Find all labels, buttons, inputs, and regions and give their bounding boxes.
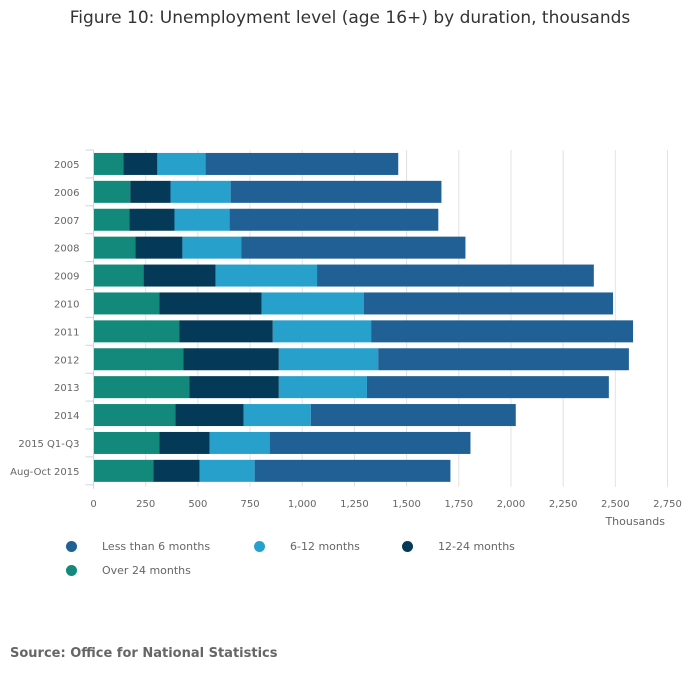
bar-12-24-months-2014 [175, 404, 244, 427]
legend-dot-icon [66, 541, 77, 552]
bar-less-than-6-months-2015-q1-q3 [269, 431, 471, 454]
bar-over-24-months-2011 [93, 320, 180, 343]
y-category-label: 2007 [54, 216, 79, 227]
bar-less-than-6-months-2010 [364, 292, 614, 315]
y-category-label: 2012 [54, 355, 79, 366]
y-category-label: Aug-Oct 2015 [10, 467, 79, 478]
bar-less-than-6-months-2007 [229, 208, 439, 231]
bar-over-24-months-2006 [93, 180, 131, 203]
bar-less-than-6-months-2009 [317, 264, 594, 287]
bar-over-24-months-2013 [93, 376, 190, 399]
bar-less-than-6-months-2005 [205, 152, 399, 175]
x-tick-label: 1,000 [288, 499, 317, 510]
y-category-label: 2011 [54, 327, 79, 338]
bar-12-24-months-aug-oct-2015 [153, 459, 200, 482]
x-tick-label: 500 [188, 499, 207, 510]
legend-label: Less than 6 months [102, 540, 211, 553]
bar-6-12-months-2012 [278, 348, 379, 371]
bar-over-24-months-2010 [93, 292, 160, 315]
bar-less-than-6-months-aug-oct-2015 [254, 459, 451, 482]
bar-6-12-months-2005 [157, 152, 206, 175]
x-tick-label: 2,750 [653, 499, 682, 510]
bar-less-than-6-months-2011 [371, 320, 634, 343]
y-category-label: 2008 [54, 244, 79, 255]
x-axis: 0 250 500 750 1,000 1,250 1,500 1,750 2,000 2,250… [90, 499, 682, 510]
bar-12-24-months-2006 [130, 180, 171, 203]
bar-over-24-months-2008 [93, 236, 136, 259]
bars [93, 152, 634, 482]
bar-12-24-months-2013 [189, 376, 279, 399]
x-tick-label: 2,250 [549, 499, 578, 510]
x-tick-label: 2,500 [601, 499, 630, 510]
y-category-label: 2009 [54, 272, 79, 283]
bar-less-than-6-months-2014 [310, 404, 516, 427]
x-tick-label: 1,250 [340, 499, 369, 510]
x-axis-title: Thousands [604, 515, 665, 528]
y-category-label: 2006 [54, 188, 79, 199]
bar-6-12-months-2015-q1-q3 [209, 431, 270, 454]
legend-label: Over 24 months [102, 564, 191, 577]
bar-6-12-months-2009 [215, 264, 318, 287]
bar-12-24-months-2009 [143, 264, 216, 287]
y-category-label: 2005 [54, 160, 79, 171]
bar-over-24-months-2005 [93, 152, 124, 175]
x-tick-label: 0 [90, 499, 96, 510]
bar-12-24-months-2012 [183, 348, 279, 371]
legend-dot-icon [66, 565, 77, 576]
bar-12-24-months-2010 [159, 292, 262, 315]
bar-6-12-months-2014 [243, 404, 311, 427]
x-tick-label: 1,750 [444, 499, 473, 510]
x-tick-label: 250 [136, 499, 155, 510]
bar-6-12-months-2007 [174, 208, 230, 231]
bar-less-than-6-months-2013 [366, 376, 609, 399]
bar-12-24-months-2015-q1-q3 [159, 431, 210, 454]
bar-6-12-months-aug-oct-2015 [199, 459, 255, 482]
bar-over-24-months-2012 [93, 348, 184, 371]
bar-6-12-months-2013 [278, 376, 367, 399]
bar-6-12-months-2010 [261, 292, 365, 315]
bar-6-12-months-2006 [170, 180, 231, 203]
chart-title: Figure 10: Unemployment level (age 16+) … [69, 8, 631, 28]
bar-less-than-6-months-2008 [241, 236, 466, 259]
y-category-label: 2014 [54, 411, 79, 422]
x-tick-label: 2,000 [497, 499, 526, 510]
bar-less-than-6-months-2006 [230, 180, 442, 203]
legend-dot-icon [254, 541, 265, 552]
y-category-label: 2013 [54, 383, 79, 394]
bar-over-24-months-aug-oct-2015 [93, 459, 154, 482]
gridlines [145, 150, 668, 487]
bar-over-24-months-2009 [93, 264, 144, 287]
legend-item-over-24-months[interactable]: Over 24 months [66, 564, 191, 577]
source-note: Source: Office for National Statistics [10, 646, 278, 661]
bar-chart: 2005 2006 2007 2008 2009 2010 2011 2012 2013 2014… [10, 149, 682, 528]
bar-over-24-months-2015-q1-q3 [93, 431, 160, 454]
bar-6-12-months-2011 [272, 320, 372, 343]
bar-12-24-months-2005 [123, 152, 158, 175]
legend-item-12-24-months[interactable]: 12-24 months [402, 540, 515, 553]
bar-over-24-months-2014 [93, 404, 176, 427]
legend-item-6-12-months[interactable]: 6-12 months [254, 540, 360, 553]
legend-item-less-than-6-months[interactable]: Less than 6 months [66, 540, 210, 553]
y-category-label: 2015 Q1-Q3 [18, 439, 79, 450]
bar-over-24-months-2007 [93, 208, 130, 231]
bar-12-24-months-2007 [129, 208, 175, 231]
bar-less-than-6-months-2012 [378, 348, 629, 371]
legend-dot-icon [402, 541, 413, 552]
legend-label: 12-24 months [438, 540, 515, 553]
x-tick-label: 1,500 [392, 499, 421, 510]
y-axis: 2005 2006 2007 2008 2009 2010 2011 2012 2013 2014… [10, 149, 94, 489]
y-category-label: 2010 [54, 299, 79, 310]
x-tick-label: 750 [240, 499, 259, 510]
bar-12-24-months-2011 [179, 320, 273, 343]
legend-label: 6-12 months [290, 540, 360, 553]
bar-6-12-months-2008 [182, 236, 242, 259]
bar-12-24-months-2008 [135, 236, 183, 259]
